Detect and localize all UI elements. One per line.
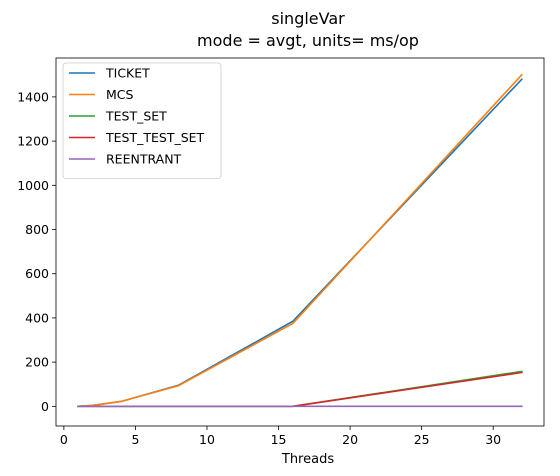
y-tick-label: 200 <box>25 355 49 370</box>
x-tick-label: 15 <box>271 432 287 447</box>
legend-label-test-test-set: TEST_TEST_SET <box>105 130 205 145</box>
plot-area <box>55 57 545 427</box>
legend-box <box>62 62 222 179</box>
x-tick-label: 30 <box>485 432 501 447</box>
series-lines <box>77 73 523 408</box>
axes-border <box>55 57 545 427</box>
x-tick-label: 10 <box>199 432 215 447</box>
chart-title: singleVar <box>271 9 345 28</box>
x-tick-label: 20 <box>342 432 358 447</box>
y-tick-label: 800 <box>25 222 49 237</box>
y-tick-label: 400 <box>25 310 49 325</box>
x-axis-label: Threads <box>281 452 334 467</box>
y-tick-label: 1000 <box>17 178 49 193</box>
y-tick-label: 1400 <box>17 89 49 104</box>
legend-label-mcs: MCS <box>106 87 134 102</box>
x-tick-label: 0 <box>60 432 68 447</box>
legend: TICKET MCS TEST_SET TEST_TEST_SET REENTRANT <box>62 62 222 179</box>
y-tick-label: 1200 <box>17 134 49 149</box>
legend-label-ticket: TICKET <box>105 66 150 81</box>
y-tick-label: 0 <box>41 399 49 414</box>
legend-label-reentrant: REENTRANT <box>106 152 182 167</box>
y-tick-label: 600 <box>25 266 49 281</box>
x-tick-label: 5 <box>131 432 139 447</box>
x-tick-label: 25 <box>414 432 430 447</box>
x-axis-ticks: 0 5 10 15 20 25 30 <box>60 426 501 447</box>
y-axis-ticks: 0 200 400 600 800 1000 1200 1400 <box>17 89 56 414</box>
series-line-test-set <box>77 370 523 408</box>
chart-subtitle: mode = avgt, units= ms/op <box>197 31 419 50</box>
series-line-test-test-set <box>77 371 523 408</box>
legend-label-test-set: TEST_SET <box>105 109 167 124</box>
